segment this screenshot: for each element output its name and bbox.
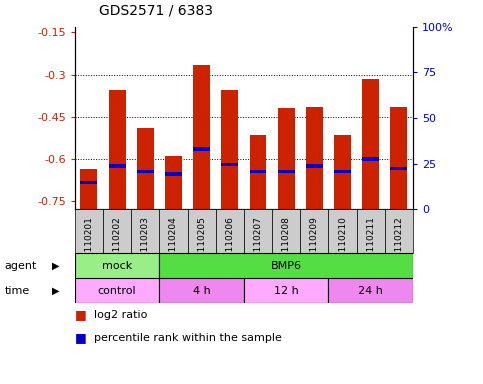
Bar [221,90,238,209]
Text: ■: ■ [75,308,86,321]
Bar [390,107,407,209]
Text: percentile rank within the sample: percentile rank within the sample [94,333,282,343]
Bar [334,170,351,173]
Bar [165,172,182,176]
Bar [272,209,300,253]
Text: GSM110207: GSM110207 [254,216,262,271]
Text: mock: mock [102,261,132,271]
Text: GDS2571 / 6383: GDS2571 / 6383 [99,3,213,17]
Text: GSM110205: GSM110205 [197,216,206,271]
Text: GSM110210: GSM110210 [338,216,347,271]
Text: GSM110204: GSM110204 [169,216,178,271]
Bar [244,278,328,303]
Bar [137,170,154,173]
Text: control: control [98,286,136,296]
Text: GSM110206: GSM110206 [226,216,234,271]
Bar [109,164,126,167]
Text: GSM110202: GSM110202 [113,216,122,271]
Text: log2 ratio: log2 ratio [94,310,148,320]
Bar [81,169,98,209]
Bar [81,181,98,184]
Bar [328,209,356,253]
Bar [306,107,323,209]
Text: 4 h: 4 h [193,286,211,296]
Bar [75,278,159,303]
Bar [131,209,159,253]
Text: GSM110201: GSM110201 [85,216,93,271]
Text: ▶: ▶ [52,261,59,271]
Bar [193,147,210,151]
Text: GSM110208: GSM110208 [282,216,291,271]
Text: 12 h: 12 h [274,286,298,296]
Text: ■: ■ [75,331,86,344]
Bar [328,278,413,303]
Text: 24 h: 24 h [358,286,383,296]
Bar [356,209,385,253]
Text: BMP6: BMP6 [270,261,302,271]
Bar [75,253,159,278]
Text: time: time [5,286,30,296]
Bar [278,108,295,209]
Bar [390,167,407,170]
Bar [137,128,154,209]
Bar [159,253,413,278]
Bar [334,135,351,209]
Bar [244,209,272,253]
Text: GSM110212: GSM110212 [395,216,403,271]
Bar [250,170,267,173]
Bar [362,79,379,209]
Bar [103,209,131,253]
Bar [159,209,187,253]
Bar [250,135,267,209]
Text: GSM110209: GSM110209 [310,216,319,271]
Bar [187,209,216,253]
Bar [306,164,323,167]
Bar [362,157,379,161]
Text: agent: agent [5,261,37,271]
Bar [216,209,244,253]
Bar [278,170,295,173]
Text: ▶: ▶ [52,286,59,296]
Text: GSM110211: GSM110211 [366,216,375,271]
Bar [385,209,413,253]
Bar [193,65,210,209]
Bar [159,278,244,303]
Bar [165,156,182,209]
Bar [221,162,238,166]
Bar [300,209,328,253]
Bar [109,90,126,209]
Text: GSM110203: GSM110203 [141,216,150,271]
Bar [75,209,103,253]
